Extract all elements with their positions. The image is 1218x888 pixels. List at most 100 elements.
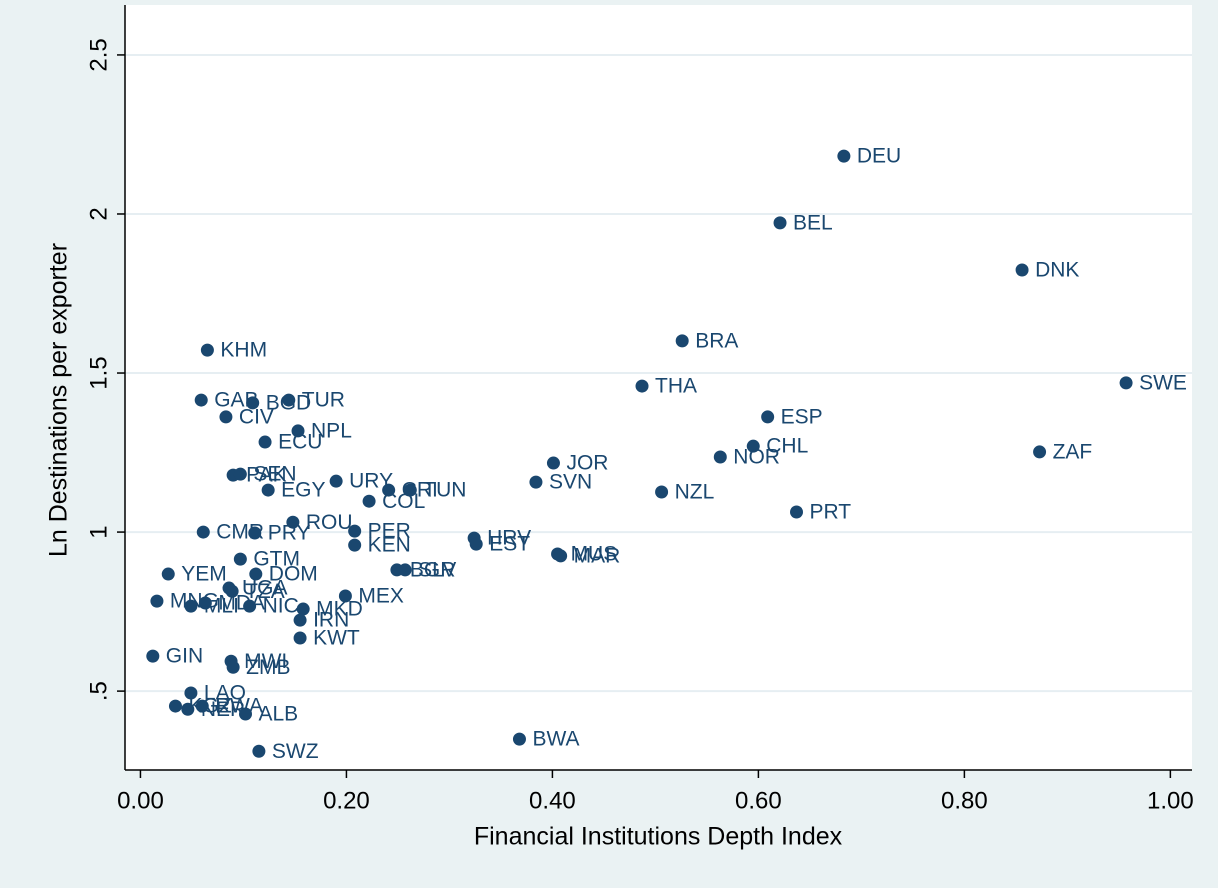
point bbox=[161, 567, 175, 581]
point bbox=[291, 424, 305, 438]
point bbox=[1033, 445, 1047, 459]
point-label: NER bbox=[201, 698, 245, 721]
point-label: NOR bbox=[733, 446, 780, 469]
y-tick-label: 2 bbox=[85, 207, 112, 220]
point bbox=[655, 485, 669, 499]
point bbox=[348, 524, 362, 538]
point bbox=[746, 439, 760, 453]
point-label: SWZ bbox=[272, 740, 319, 763]
point bbox=[635, 379, 649, 393]
point bbox=[761, 410, 775, 424]
point bbox=[790, 505, 804, 519]
point-label: ZMB bbox=[246, 656, 290, 679]
point bbox=[713, 450, 727, 464]
point bbox=[168, 699, 182, 713]
point-label: BWA bbox=[532, 728, 579, 751]
point bbox=[194, 393, 208, 407]
point-label: UGA bbox=[242, 577, 288, 600]
point-label: MLI bbox=[204, 595, 239, 618]
point bbox=[181, 702, 195, 716]
point-label: ECU bbox=[278, 431, 322, 454]
y-tick-label: .5 bbox=[85, 681, 112, 701]
point bbox=[184, 686, 198, 700]
point-label: IRN bbox=[313, 609, 349, 632]
point bbox=[200, 343, 214, 357]
point-label: GTM bbox=[253, 548, 300, 571]
point bbox=[293, 631, 307, 645]
point-label: SVN bbox=[549, 471, 592, 494]
point bbox=[773, 216, 787, 230]
point bbox=[243, 599, 257, 613]
y-axis-title: Ln Destinations per exporter bbox=[45, 243, 73, 557]
point-label: PRT bbox=[810, 501, 852, 524]
point-label: MDA bbox=[218, 592, 265, 615]
point bbox=[226, 660, 240, 674]
point-label: THA bbox=[655, 375, 697, 398]
point-label: PAK bbox=[246, 464, 286, 487]
point-label: MKD bbox=[316, 598, 363, 621]
point-label: BEL bbox=[793, 211, 833, 234]
point bbox=[512, 732, 526, 746]
point-label: ZAF bbox=[1053, 440, 1093, 463]
point bbox=[403, 483, 417, 497]
point-label: DEU bbox=[857, 145, 901, 168]
x-tick-label: 0.80 bbox=[941, 787, 988, 814]
point bbox=[219, 410, 233, 424]
point-label: BGR bbox=[410, 558, 456, 581]
point-label: URY bbox=[349, 470, 393, 493]
point-label: KWT bbox=[313, 627, 360, 650]
point bbox=[398, 563, 412, 577]
x-tick-label: 0.00 bbox=[117, 787, 164, 814]
point-label: SWE bbox=[1139, 371, 1187, 394]
point-label: PRY bbox=[268, 522, 311, 545]
point-label: EGY bbox=[281, 479, 325, 502]
point bbox=[233, 552, 247, 566]
point bbox=[1015, 263, 1029, 277]
point-label: CIV bbox=[239, 405, 274, 428]
point bbox=[529, 475, 543, 489]
point-label: PER bbox=[368, 520, 411, 543]
point-label: ESP bbox=[781, 405, 823, 428]
point bbox=[329, 474, 343, 488]
point bbox=[146, 649, 160, 663]
point-label: DOM bbox=[269, 563, 318, 586]
point bbox=[195, 699, 209, 713]
point-label: COL bbox=[382, 490, 425, 513]
point bbox=[837, 149, 851, 163]
x-axis-title: Financial Institutions Depth Index bbox=[474, 823, 843, 851]
point bbox=[246, 396, 260, 410]
point bbox=[282, 393, 296, 407]
point-label: MUS bbox=[571, 543, 618, 566]
point-label: NIC bbox=[263, 595, 299, 618]
point bbox=[1119, 376, 1133, 390]
point bbox=[469, 537, 483, 551]
point-label: TUR bbox=[302, 389, 345, 412]
point bbox=[184, 599, 198, 613]
point bbox=[261, 483, 275, 497]
point-label: HRV bbox=[487, 527, 531, 550]
y-tick-label: 1 bbox=[85, 525, 112, 538]
point bbox=[196, 525, 210, 539]
y-tick-label: 1.5 bbox=[85, 356, 112, 389]
point bbox=[554, 549, 568, 563]
point bbox=[546, 456, 560, 470]
point bbox=[258, 435, 272, 449]
point bbox=[233, 467, 247, 481]
point-label: BRA bbox=[695, 329, 738, 352]
x-tick-label: 0.40 bbox=[529, 787, 576, 814]
point-label: NZL bbox=[675, 481, 715, 504]
point-label: MWI bbox=[244, 650, 287, 673]
point-label: EST bbox=[489, 533, 530, 556]
point-label: TZA bbox=[245, 580, 285, 603]
point-label: GIN bbox=[166, 645, 203, 668]
point-label: KEN bbox=[368, 534, 411, 557]
y-tick-label: 2.5 bbox=[85, 38, 112, 71]
point-label: YEM bbox=[181, 563, 227, 586]
point-label: ALB bbox=[259, 703, 299, 726]
point bbox=[348, 538, 362, 552]
point bbox=[252, 744, 266, 758]
point-label: MAR bbox=[574, 544, 621, 567]
point-label: MEX bbox=[358, 585, 404, 608]
point-label: KHM bbox=[220, 339, 267, 362]
